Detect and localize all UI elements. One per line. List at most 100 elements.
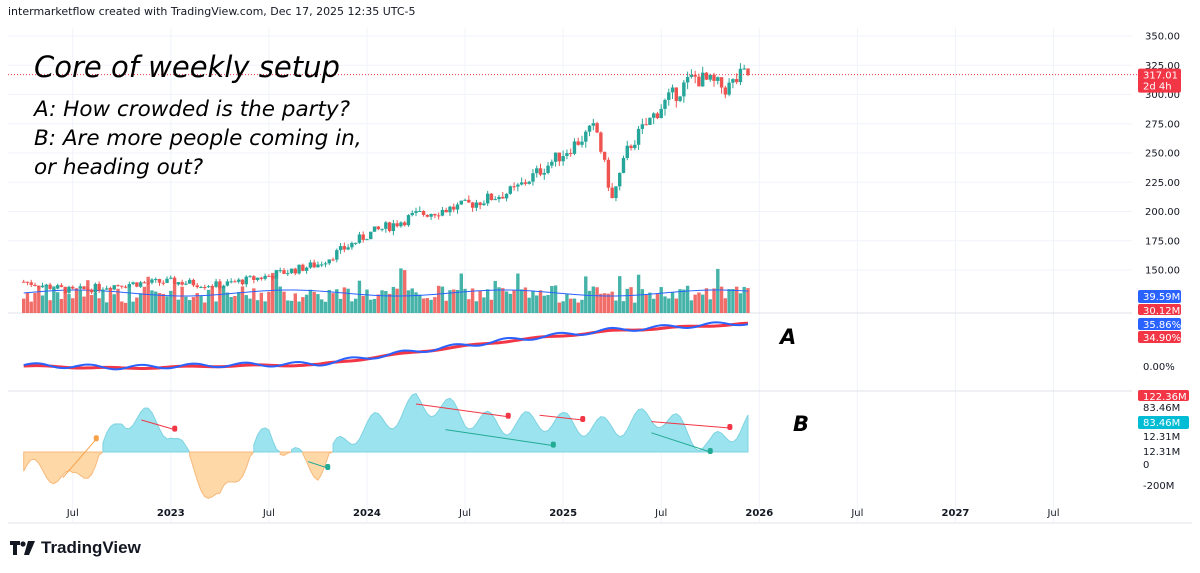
- candle-body: [195, 285, 199, 288]
- volume-bar: [301, 297, 305, 313]
- candle-body: [89, 289, 94, 293]
- volume-bar: [685, 285, 690, 313]
- volume-bar: [621, 301, 626, 313]
- candle-body: [210, 286, 215, 288]
- candle-body: [644, 124, 648, 126]
- candle-body: [278, 270, 282, 272]
- volume-bar: [350, 301, 354, 313]
- candle-body: [651, 113, 656, 118]
- candle-body: [391, 223, 396, 232]
- candle-body: [184, 283, 188, 285]
- candle-body: [161, 282, 165, 284]
- candle-body: [712, 74, 716, 81]
- candle-body: [470, 202, 475, 208]
- volume-bar: [154, 291, 158, 313]
- x-tick-label: Jul: [850, 508, 863, 519]
- candle-body: [199, 287, 203, 289]
- volume-bar: [165, 296, 169, 313]
- volume-bar: [78, 289, 82, 313]
- divergence-dot: [580, 416, 586, 422]
- volume-bar: [701, 294, 705, 313]
- volume-bar: [512, 290, 516, 313]
- candle-body: [444, 209, 448, 213]
- candle-body: [452, 206, 456, 210]
- volume-bar: [727, 289, 731, 313]
- candle-body: [267, 275, 271, 277]
- volume-bar: [225, 292, 230, 313]
- flow-tag-current-bg: [1138, 416, 1189, 429]
- volume-bar: [531, 290, 535, 313]
- candle-body: [440, 209, 445, 216]
- candle-body: [618, 172, 622, 187]
- volume-bar: [738, 293, 743, 313]
- annotation-line-c: or heading out?: [34, 155, 204, 180]
- candle-body: [150, 279, 154, 283]
- volume-bar: [587, 290, 592, 313]
- volume-bar: [97, 298, 101, 313]
- volume-bar: [550, 286, 554, 313]
- volume-bar: [704, 288, 709, 313]
- volume-bar: [157, 293, 162, 313]
- volume-bar: [557, 302, 562, 313]
- candle-body: [719, 77, 724, 88]
- candle-body: [602, 151, 607, 160]
- last-price-tag-bg: [1138, 68, 1181, 93]
- candle-body: [33, 284, 37, 287]
- candle-body: [527, 181, 531, 184]
- x-tick-label: 2027: [942, 508, 970, 519]
- candle-body: [727, 82, 731, 95]
- divergence-line: [307, 461, 328, 469]
- volume-bar: [161, 293, 165, 313]
- volume-bar: [516, 273, 520, 313]
- volume-bar: [29, 301, 33, 313]
- volume-bar: [610, 291, 614, 313]
- candle-body: [591, 123, 596, 126]
- y-tick-label: 250.00: [1145, 149, 1180, 160]
- volume-bar: [572, 298, 577, 313]
- volume-bar: [172, 284, 177, 313]
- candle-body: [685, 76, 690, 83]
- divergence-dot: [727, 424, 733, 430]
- candle-body: [425, 214, 430, 217]
- volume-bar: [595, 287, 599, 313]
- volume-tag-blue-text: 39.59M: [1143, 292, 1180, 303]
- volume-bar: [297, 301, 301, 313]
- candle-body: [131, 282, 135, 285]
- volume-bar: [565, 294, 569, 313]
- y-tick-label: 225.00: [1145, 178, 1180, 189]
- volume-bar: [625, 288, 629, 313]
- y-tick-label: 150.00: [1145, 266, 1180, 277]
- candle-body: [101, 289, 105, 291]
- volume-bar: [338, 298, 343, 313]
- divergence-line: [141, 419, 175, 431]
- participation-tag-red-bg: [1138, 331, 1181, 343]
- volume-bar: [82, 296, 86, 313]
- volume-bar: [304, 294, 309, 313]
- volume-bar: [199, 295, 203, 313]
- candle-body: [176, 282, 181, 285]
- candle-body: [418, 210, 422, 212]
- candle-body: [338, 246, 343, 251]
- volume-bar: [44, 285, 49, 313]
- volume-bar: [452, 289, 456, 313]
- volume-bar: [316, 294, 320, 313]
- tradingview-logo[interactable]: TradingView: [10, 538, 141, 558]
- volume-bar: [448, 290, 452, 313]
- volume-bar: [274, 269, 279, 313]
- candle-body: [746, 68, 750, 75]
- volume-bar: [542, 295, 546, 313]
- candle-body: [376, 226, 380, 230]
- candle-body: [463, 199, 467, 201]
- volume-bar: [644, 294, 648, 313]
- volume-bar: [138, 293, 143, 313]
- volume-bar: [135, 297, 139, 313]
- candle-body: [489, 193, 494, 201]
- volume-bar: [421, 298, 426, 313]
- divergence-dot: [505, 412, 511, 419]
- volume-bar: [169, 290, 173, 313]
- y-tick-label: 200.00: [1145, 207, 1180, 218]
- candle-body: [610, 187, 614, 199]
- volume-bar: [402, 270, 407, 313]
- volume-bar: [37, 285, 41, 313]
